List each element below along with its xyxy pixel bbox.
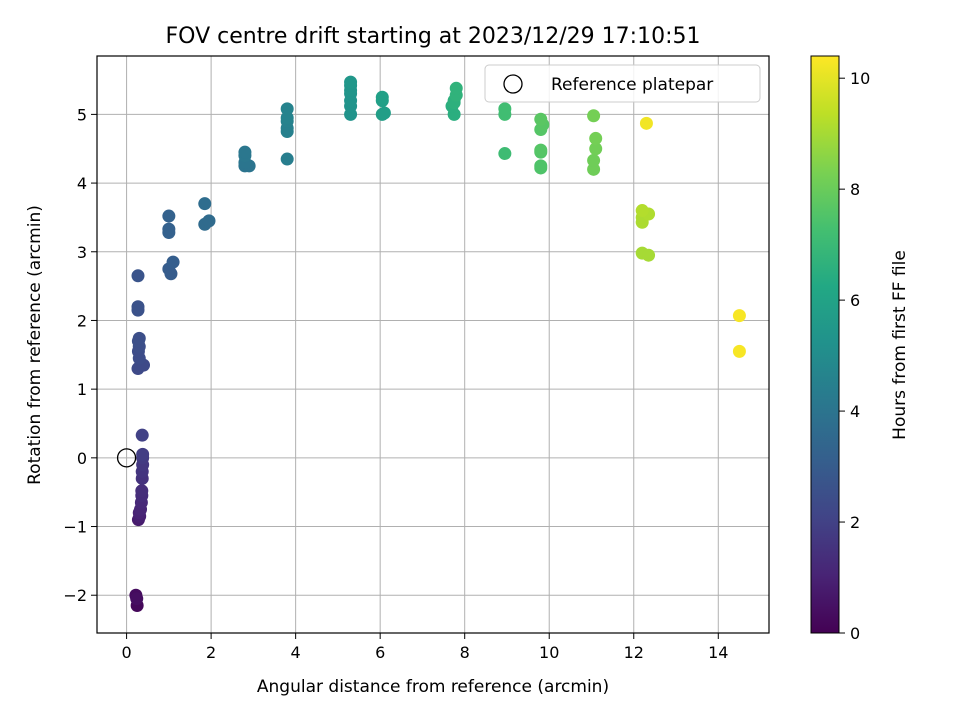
scatter-point	[534, 143, 548, 157]
scatter-point	[344, 75, 358, 89]
scatter-point	[639, 116, 653, 130]
x-axis-label: Angular distance from reference (arcmin)	[257, 677, 609, 697]
colorbar-ticks: 0 2 4 6 8 10	[839, 69, 870, 643]
x-tick-label: 4	[291, 643, 301, 662]
y-tick-label: −2	[63, 586, 87, 605]
scatter-point	[135, 428, 149, 442]
scatter-point	[202, 214, 216, 228]
colorbar-tick-label: 8	[850, 180, 860, 199]
y-axis-label: Rotation from reference (arcmin)	[25, 205, 45, 485]
colorbar-tick-label: 10	[850, 69, 870, 88]
x-tick-label: 0	[121, 643, 131, 662]
y-tick-label: −1	[63, 518, 87, 537]
scatter-point	[534, 112, 548, 126]
colorbar-tick-label: 6	[850, 291, 860, 310]
plot-frame	[96, 55, 770, 634]
scatter-point	[377, 106, 391, 120]
scatter-point	[198, 197, 212, 211]
reference-platepar-marker	[116, 448, 137, 468]
scatter-point	[136, 447, 150, 461]
scatter-point	[449, 81, 463, 95]
colorbar-tick-label: 2	[850, 513, 860, 532]
legend-label: Reference platepar	[551, 75, 713, 95]
scatter-point	[166, 255, 180, 269]
colorbar-gradient	[810, 55, 840, 634]
colorbar-label: Hours from first FF file	[890, 250, 910, 440]
scatter-point	[732, 344, 746, 358]
y-tick-label: 4	[77, 174, 87, 193]
y-tick-label: 5	[77, 105, 87, 124]
scatter-point	[375, 90, 389, 104]
y-tick-label: 3	[77, 243, 87, 262]
scatter-point	[498, 147, 512, 161]
x-tick-label: 12	[624, 643, 644, 662]
scatter-point	[131, 269, 145, 283]
scatter-point	[280, 152, 294, 166]
scatter-point	[642, 248, 656, 262]
y-tick-label: 2	[77, 311, 87, 330]
scatter-point	[635, 204, 649, 218]
scatter-point	[589, 142, 603, 156]
scatter-point	[280, 111, 294, 125]
x-tick-label: 10	[539, 643, 559, 662]
scatter-point	[162, 209, 176, 223]
x-tick-label: 6	[375, 643, 385, 662]
scatter-point	[132, 331, 146, 345]
colorbar: 0 2 4 6 8 10 Hours from first FF file	[810, 55, 910, 643]
legend-marker-icon	[503, 74, 523, 94]
scatter-point	[587, 153, 601, 167]
scatter-point	[589, 131, 603, 145]
scatter-point	[135, 484, 149, 498]
grid-lines	[97, 56, 769, 633]
legend-box	[484, 64, 761, 103]
scatter-point	[162, 222, 176, 236]
x-tick-label: 2	[206, 643, 216, 662]
chart-title: FOV centre drift starting at 2023/12/29 …	[166, 24, 701, 49]
scatter-points	[129, 75, 746, 613]
y-tick-label: 1	[77, 380, 87, 399]
scatter-point	[238, 145, 252, 159]
scatter-point	[130, 592, 144, 606]
legend: Reference platepar	[484, 64, 761, 103]
colorbar-tick-label: 0	[850, 624, 860, 643]
scatter-point	[534, 159, 548, 173]
scatter-point	[280, 102, 294, 116]
colorbar-tick-label: 4	[850, 402, 860, 421]
scatter-point	[498, 102, 512, 116]
scatter-point	[732, 309, 746, 323]
scatter-point	[587, 162, 601, 176]
y-tick-label: 0	[77, 449, 87, 468]
x-tick-label: 14	[708, 643, 728, 662]
scatter-point	[587, 109, 601, 123]
scatter-point	[131, 300, 145, 314]
x-tick-label: 8	[460, 643, 470, 662]
